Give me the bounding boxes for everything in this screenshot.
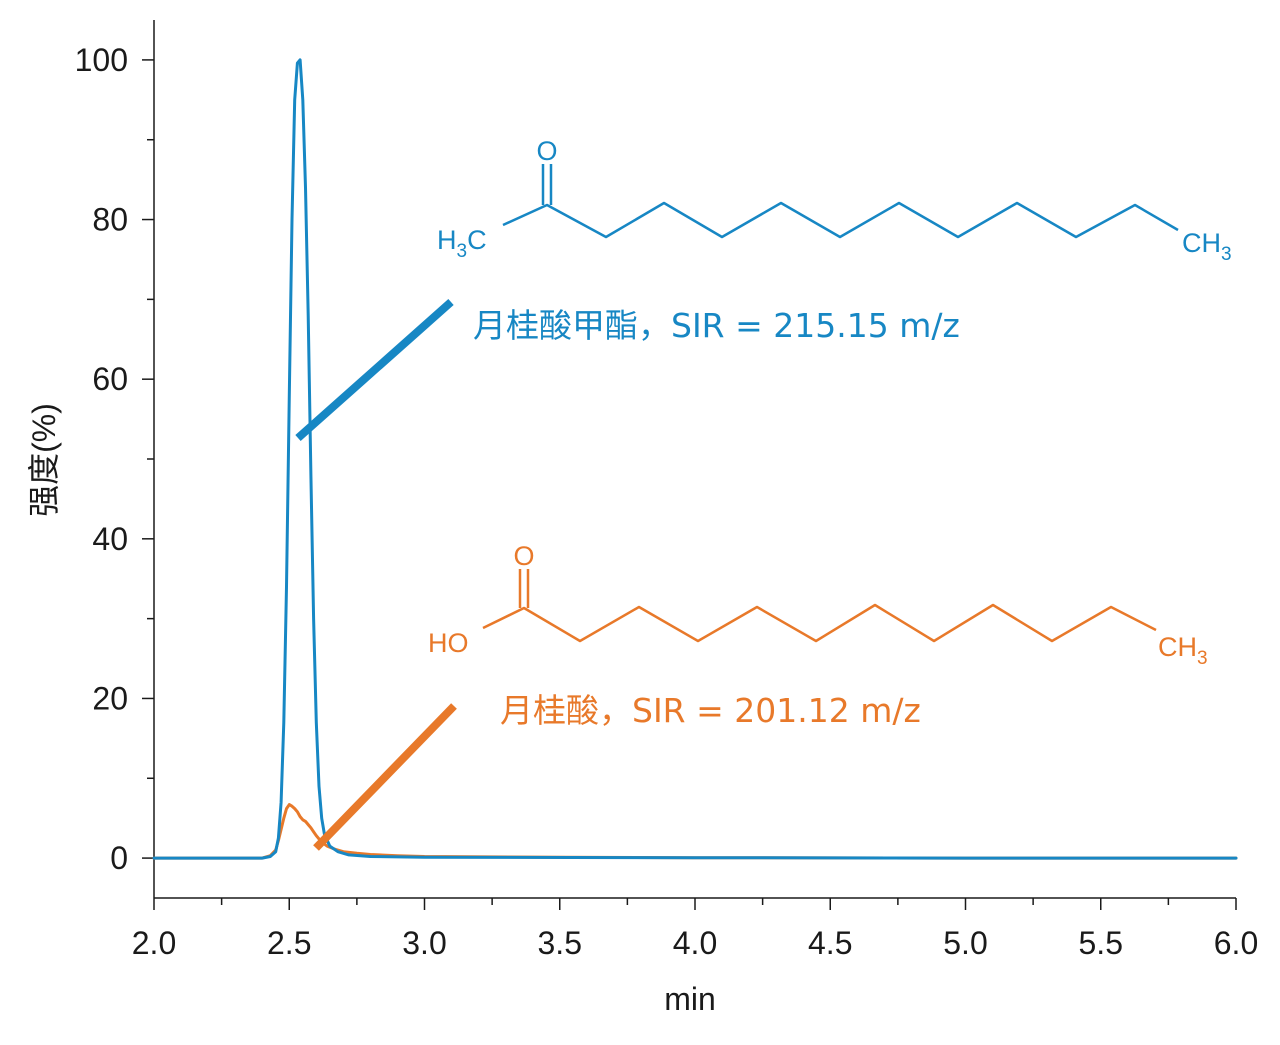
x-tick-label: 4.5 — [808, 925, 852, 961]
x-tick-label: 2.0 — [132, 925, 176, 961]
ester-carbonyl-o: O — [536, 136, 557, 166]
x-tick-label: 4.0 — [673, 925, 717, 961]
x-tick-label: 6.0 — [1214, 925, 1258, 961]
acid-carbonyl-o: O — [513, 541, 534, 571]
ester-structure — [502, 164, 1179, 239]
y-axis-ticks: 0 20 40 60 80 100 — [75, 42, 154, 876]
series-line-lauric-acid — [152, 803, 1238, 860]
axes — [153, 20, 1236, 899]
ester-annotation-label: 月桂酸甲酯，SIR = 215.15 m/z — [473, 306, 960, 345]
y-tick-label: 0 — [110, 840, 128, 876]
ester-pointer-line — [295, 299, 454, 441]
y-axis-title: 强度(%) — [26, 403, 62, 517]
ester-h3c-label: H3C — [437, 225, 487, 262]
acid-pointer-line — [313, 703, 457, 851]
x-tick-label: 3.5 — [538, 925, 582, 961]
y-tick-label: 60 — [92, 361, 128, 397]
acid-structure — [482, 569, 1157, 643]
y-tick-label: 80 — [92, 202, 128, 238]
x-axis-title: min — [664, 981, 716, 1017]
x-axis-ticks: 2.0 2.5 3.0 3.5 4.0 4.5 5.0 5.5 6.0 — [132, 898, 1258, 961]
acid-ho-label: HO — [428, 628, 469, 658]
y-tick-label: 40 — [92, 521, 128, 557]
y-tick-label: 100 — [75, 42, 128, 78]
x-tick-label: 5.0 — [943, 925, 987, 961]
y-tick-label: 20 — [92, 680, 128, 716]
ester-ch3-label: CH3 — [1182, 228, 1232, 265]
acid-annotation-label: 月桂酸，SIR = 201.12 m/z — [500, 691, 921, 730]
x-tick-label: 5.5 — [1079, 925, 1123, 961]
series-line-methyl-laurate — [152, 58, 1238, 860]
x-tick-label: 2.5 — [267, 925, 311, 961]
x-tick-label: 3.0 — [402, 925, 446, 961]
acid-ch3-label: CH3 — [1158, 632, 1208, 669]
series-layer — [152, 58, 1238, 860]
